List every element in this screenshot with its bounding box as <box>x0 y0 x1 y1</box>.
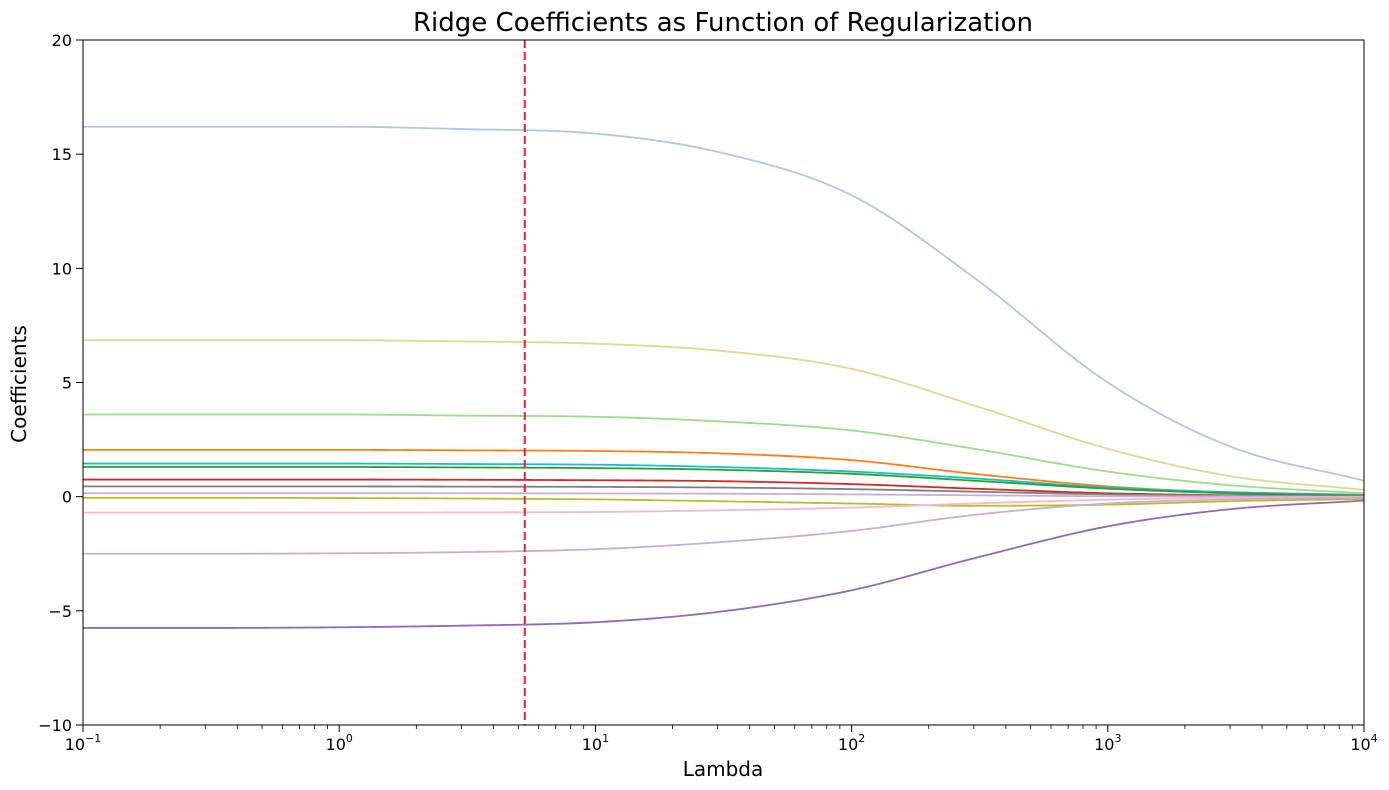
x-axis-label: Lambda <box>683 757 764 781</box>
series-line-12 <box>83 496 1365 555</box>
series-line-10 <box>83 496 1365 507</box>
plot-frame <box>82 39 1365 726</box>
x-axis-ticks: 10−1 100 101 102 103 104 <box>65 725 1378 754</box>
x-tick-label-4: 103 <box>1094 732 1121 754</box>
x-tick-label-0: 10−1 <box>65 732 102 754</box>
y-tick-label-2: 0 <box>62 488 72 507</box>
series-line-3 <box>83 413 1365 495</box>
series-line-11 <box>83 496 1365 514</box>
chart-title: Ridge Coefficients as Function of Regula… <box>413 8 1033 38</box>
series-line-4 <box>83 448 1365 497</box>
series-line-8 <box>83 485 1365 498</box>
y-axis-label: Coefficients <box>7 325 31 443</box>
series-layer <box>83 125 1365 629</box>
y-tick-label-4: 10 <box>52 259 72 278</box>
y-axis-ticks: −10 −5 0 5 10 15 20 <box>38 31 83 735</box>
x-tick-label-3: 102 <box>838 732 865 754</box>
x-tick-label-1: 100 <box>326 732 353 754</box>
series-line-2 <box>83 339 1365 491</box>
series-line-13 <box>83 499 1365 629</box>
y-tick-label-6: 20 <box>52 31 72 50</box>
x-tick-label-5: 104 <box>1350 732 1377 754</box>
series-line-9 <box>83 492 1365 498</box>
series-line-6 <box>83 466 1365 497</box>
y-tick-label-5: 15 <box>52 145 72 164</box>
x-tick-label-2: 101 <box>582 732 609 754</box>
y-tick-label-3: 5 <box>62 374 72 393</box>
series-line-5 <box>83 462 1365 496</box>
y-tick-label-1: −5 <box>48 602 72 621</box>
y-tick-label-0: −10 <box>38 716 72 735</box>
series-line-1 <box>83 125 1365 482</box>
